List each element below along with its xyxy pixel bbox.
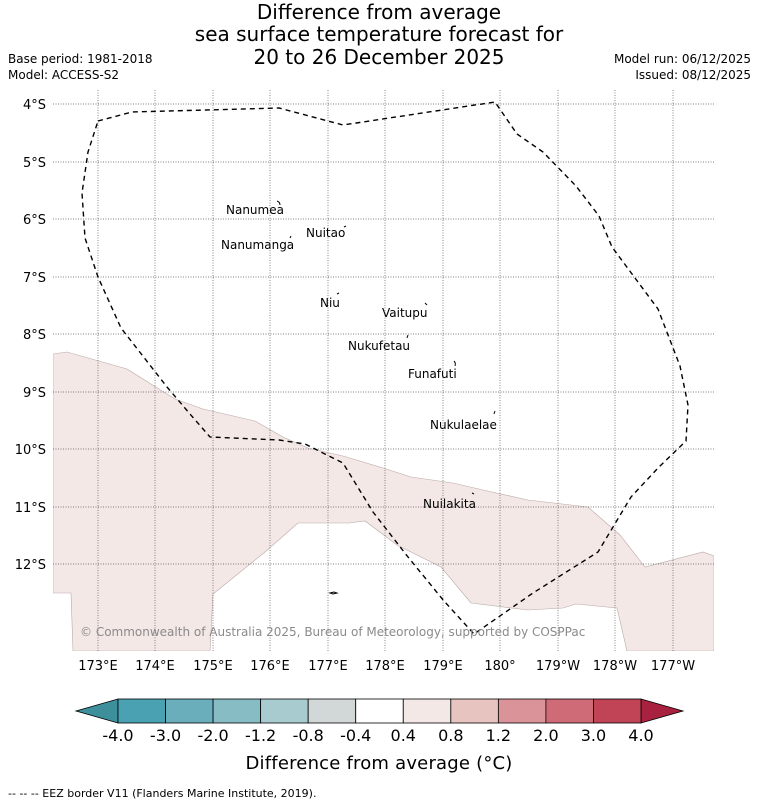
colorbar-segment bbox=[593, 698, 642, 724]
lon-tick-label: 173°E bbox=[78, 659, 118, 674]
colorbar-tick-label: -4.0 bbox=[102, 726, 133, 745]
colorbar-segment bbox=[355, 698, 404, 724]
base-period: Base period: 1981-2018 bbox=[8, 52, 153, 66]
lat-tick-label: 8°S bbox=[23, 328, 46, 343]
lon-tick-label: 179°W bbox=[536, 659, 580, 674]
island-label: Vaitupu bbox=[382, 306, 428, 320]
island-label: Nukufetau bbox=[348, 339, 410, 353]
title-line-2: sea surface temperature forecast for bbox=[194, 22, 564, 46]
model-name: Model: ACCESS-S2 bbox=[8, 68, 120, 82]
island-outline bbox=[343, 225, 347, 228]
reef-outline bbox=[328, 591, 339, 595]
island-outline bbox=[471, 492, 475, 495]
lat-tick-label: 12°S bbox=[15, 558, 46, 573]
colorbar-tick-label: 3.0 bbox=[581, 726, 606, 745]
colorbar-segment bbox=[212, 698, 262, 724]
island-outline bbox=[406, 334, 409, 339]
lon-tick-label: 175°E bbox=[193, 659, 233, 674]
colorbar-tick-label: -3.0 bbox=[150, 726, 181, 745]
lon-tick-label: 176°E bbox=[250, 659, 290, 674]
island-label: Nuilakita bbox=[423, 497, 476, 511]
island-outline bbox=[336, 292, 340, 295]
island-outline bbox=[493, 410, 496, 415]
lon-tick-label: 178°E bbox=[365, 659, 405, 674]
island-label: Nukulaelae bbox=[430, 418, 497, 432]
island-outline bbox=[453, 360, 456, 367]
map-area: Nanumea Nuitao Nanumanga Niu Vaitupu Nukufeta… bbox=[53, 90, 714, 651]
colorbar-segment bbox=[307, 698, 357, 724]
colorbar-tick-label: 2.0 bbox=[533, 726, 558, 745]
copyright-text: © Commonwealth of Australia 2025, Bureau… bbox=[80, 625, 585, 639]
colorbar-segment bbox=[117, 698, 166, 724]
colorbar-segment bbox=[260, 698, 309, 724]
island-label: Nuitao bbox=[306, 226, 345, 240]
lon-tick-label: 180° bbox=[484, 659, 515, 674]
island-outline bbox=[289, 235, 292, 239]
lat-tick-label: 7°S bbox=[23, 271, 46, 286]
island-outline bbox=[424, 302, 428, 306]
title-line-1: Difference from average bbox=[256, 0, 502, 24]
longitude-labels: 173°E 174°E 175°E 176°E 177°E 178°E 179°E 180° 1… bbox=[78, 659, 695, 674]
colorbar-tick-label: 1.2 bbox=[486, 726, 511, 745]
colorbar-segment bbox=[545, 698, 594, 724]
colorbar-tick-label: 0.4 bbox=[391, 726, 416, 745]
colorbar-tick-label: -0.4 bbox=[340, 726, 371, 745]
gridlines bbox=[53, 90, 714, 651]
title-line-3: 20 to 26 December 2025 bbox=[253, 45, 505, 69]
lon-tick-label: 177°W bbox=[651, 659, 695, 674]
lon-tick-label: 178°W bbox=[593, 659, 637, 674]
lat-tick-label: 4°S bbox=[23, 98, 46, 113]
colorbar-segment bbox=[402, 698, 452, 724]
colorbar-tick-label: -0.8 bbox=[293, 726, 324, 745]
lon-tick-label: 177°E bbox=[308, 659, 348, 674]
island-label: Funafuti bbox=[408, 367, 457, 381]
colorbar-high-extend bbox=[640, 698, 685, 724]
island-outline bbox=[276, 200, 281, 206]
anomaly-region bbox=[53, 351, 714, 651]
colorbar-tick-label: 4.0 bbox=[628, 726, 653, 745]
eez-footnote: -- -- -- EEZ border V11 (Flanders Marine… bbox=[8, 787, 316, 800]
colorbar-segment bbox=[450, 698, 499, 724]
colorbar-title: Difference from average (°C) bbox=[245, 753, 512, 774]
lat-tick-label: 9°S bbox=[23, 386, 46, 401]
island-label: Niu bbox=[320, 296, 340, 310]
latitude-labels: 4°S 5°S 6°S 7°S 8°S 9°S 10°S 11°S 12°S bbox=[15, 98, 46, 573]
lat-tick-label: 5°S bbox=[23, 156, 46, 171]
colorbar-segment bbox=[165, 698, 214, 724]
islands-group: Nanumea Nuitao Nanumanga Niu Vaitupu Nukufeta… bbox=[221, 200, 497, 511]
lon-tick-label: 179°E bbox=[423, 659, 463, 674]
issued-date: Issued: 08/12/2025 bbox=[635, 68, 751, 82]
island-label: Nanumea bbox=[226, 203, 284, 217]
colorbar-tick-label: -2.0 bbox=[197, 726, 228, 745]
lon-tick-label: 174°E bbox=[135, 659, 175, 674]
colorbar-low-extend bbox=[74, 698, 119, 724]
island-label: Nanumanga bbox=[221, 238, 294, 252]
colorbar-tick-label: 0.8 bbox=[438, 726, 463, 745]
model-run: Model run: 06/12/2025 bbox=[613, 52, 751, 66]
colorbar-tick-label: -1.2 bbox=[245, 726, 276, 745]
colorbar-segment bbox=[497, 698, 547, 724]
lat-tick-label: 6°S bbox=[23, 213, 46, 228]
lat-tick-label: 10°S bbox=[15, 443, 46, 458]
lat-tick-label: 11°S bbox=[15, 501, 46, 516]
colorbar: -4.0 -3.0 -2.0 -1.2 -0.8 -0.4 0.4 0.8 1.2 2.0 3.0 4… bbox=[74, 698, 685, 745]
